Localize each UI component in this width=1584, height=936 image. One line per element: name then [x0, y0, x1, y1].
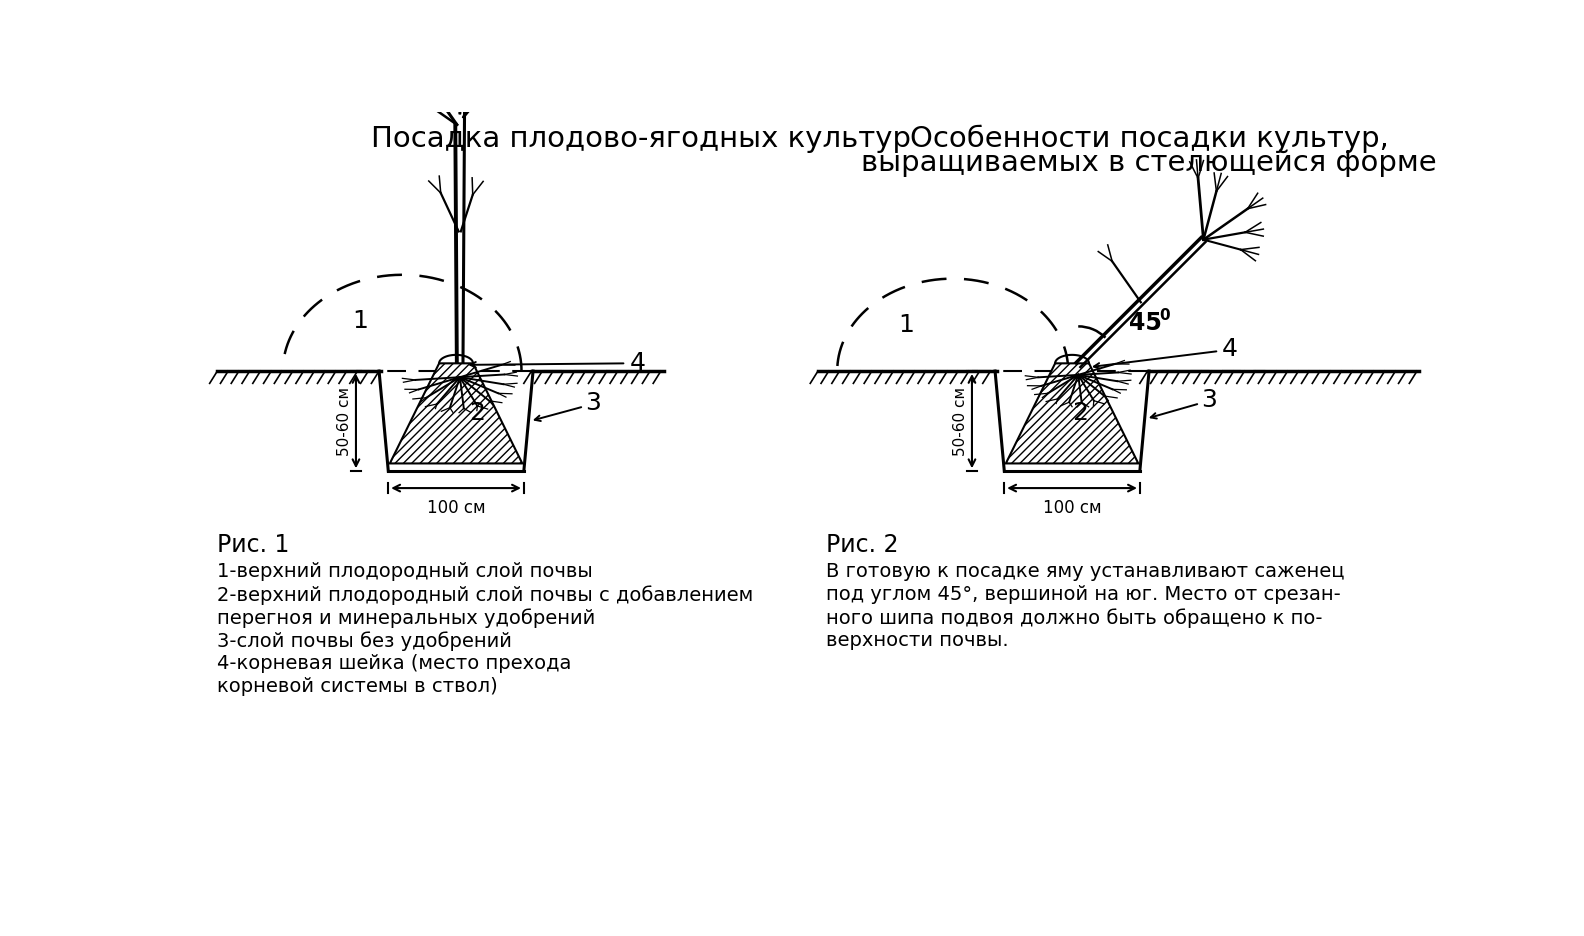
- Text: 3: 3: [1201, 388, 1217, 412]
- Text: под углом 45°, вершиной на юг. Место от срезан-: под углом 45°, вершиной на юг. Место от …: [825, 585, 1340, 604]
- Text: 4: 4: [1223, 338, 1239, 361]
- Text: 100 см: 100 см: [1042, 499, 1101, 517]
- Text: 100 см: 100 см: [426, 499, 485, 517]
- Text: В готовую к посадке яму устанавливают саженец: В готовую к посадке яму устанавливают са…: [825, 562, 1345, 581]
- Text: 2: 2: [1072, 402, 1088, 425]
- Text: 1-верхний плодородный слой почвы: 1-верхний плодородный слой почвы: [217, 562, 592, 581]
- Text: 45: 45: [1129, 312, 1161, 335]
- Text: 0: 0: [1159, 308, 1169, 323]
- Text: 1: 1: [352, 309, 367, 333]
- Text: выращиваемых в стелющейся форме: выращиваемых в стелющейся форме: [862, 149, 1437, 177]
- Text: Рис. 1: Рис. 1: [217, 533, 290, 557]
- Text: 3-слой почвы без удобрений: 3-слой почвы без удобрений: [217, 631, 512, 651]
- Text: корневой системы в ствол): корневой системы в ствол): [217, 678, 497, 696]
- Text: верхности почвы.: верхности почвы.: [825, 631, 1009, 651]
- Text: 4-корневая шейка (место прехода: 4-корневая шейка (место прехода: [217, 654, 572, 673]
- Text: 1: 1: [898, 313, 914, 337]
- Text: Особенности посадки культур,: Особенности посадки культур,: [909, 124, 1389, 154]
- Text: перегноя и минеральных удобрений: перегноя и минеральных удобрений: [217, 608, 596, 628]
- Polygon shape: [1006, 363, 1139, 463]
- Text: 2-верхний плодородный слой почвы с добавлением: 2-верхний плодородный слой почвы с добав…: [217, 585, 754, 605]
- Text: Посадка плодово-ягодных культур: Посадка плодово-ягодных культур: [371, 124, 911, 153]
- Polygon shape: [390, 363, 523, 463]
- Text: 2: 2: [469, 402, 486, 425]
- Text: 50-60 см: 50-60 см: [337, 387, 352, 456]
- Text: ного шипа подвоя должно быть обращено к по-: ного шипа подвоя должно быть обращено к …: [825, 608, 1323, 628]
- Text: 3: 3: [586, 391, 602, 416]
- Text: 50-60 см: 50-60 см: [954, 387, 968, 456]
- Text: Рис. 2: Рис. 2: [825, 533, 898, 557]
- Text: 4: 4: [629, 351, 645, 375]
